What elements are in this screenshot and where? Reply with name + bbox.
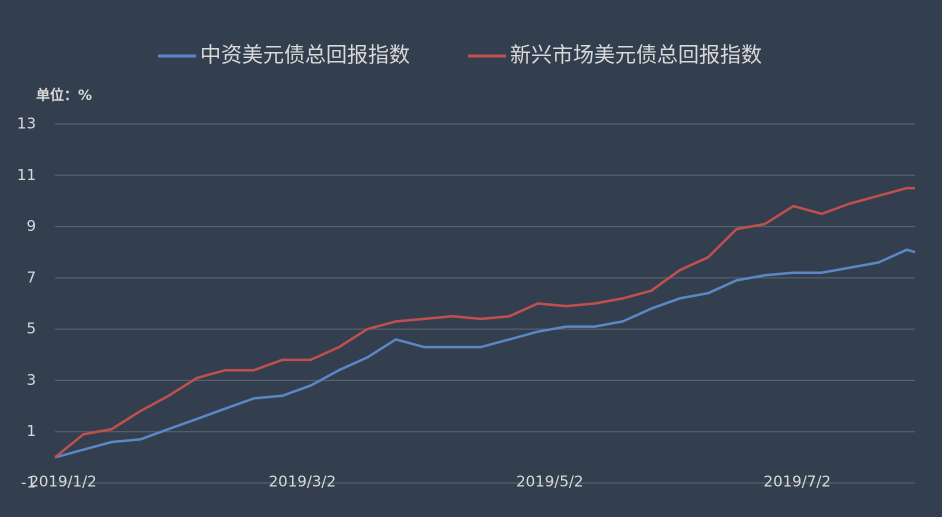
y-tick-label: -1: [21, 474, 36, 492]
legend-label: 新兴市场美元债总回报指数: [510, 43, 762, 67]
x-tick-label: 2019/5/2: [516, 473, 583, 491]
y-tick-label: 11: [17, 166, 36, 184]
y-tick-label: 3: [26, 371, 36, 389]
y-tick-label: 7: [26, 268, 36, 286]
x-tick-label: 2019/1/2: [29, 473, 96, 491]
y-unit-label: 单位：%: [36, 87, 92, 104]
y-tick-label: 9: [26, 217, 36, 235]
y-tick-label: 1: [26, 422, 36, 440]
y-tick-label: 5: [26, 320, 36, 338]
y-tick-label: 13: [17, 115, 36, 133]
x-tick-label: 2019/3/2: [269, 473, 336, 491]
legend-label: 中资美元债总回报指数: [200, 43, 410, 67]
x-tick-label: 2019/7/2: [764, 473, 831, 491]
series-line: [54, 248, 916, 459]
series-line: [54, 186, 915, 459]
